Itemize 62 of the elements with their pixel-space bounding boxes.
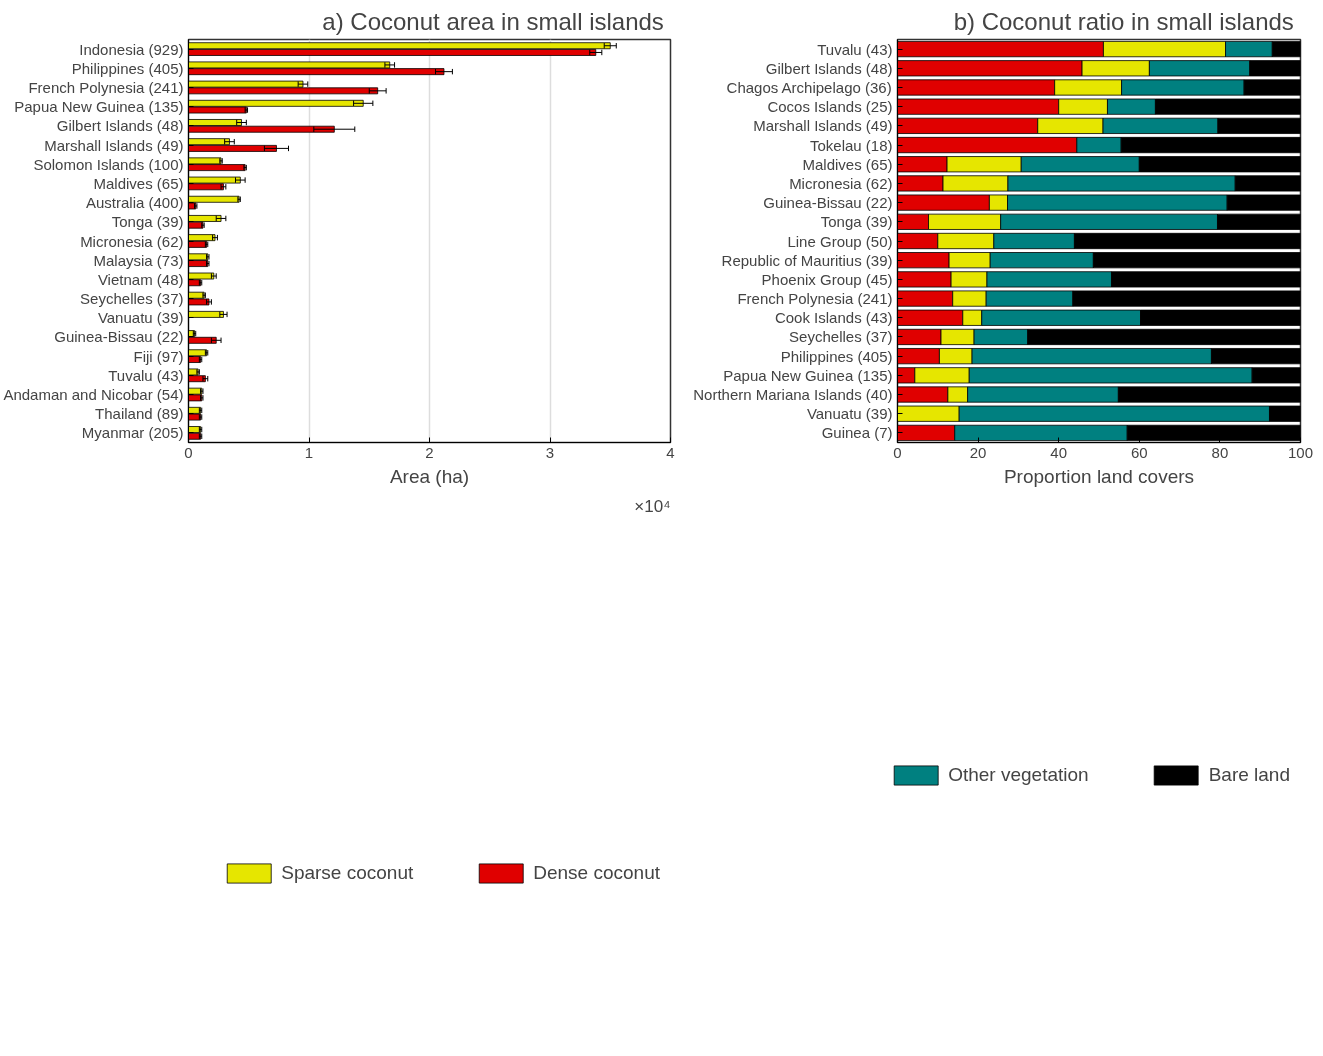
- y-tick-label: Maldives (65): [93, 174, 184, 192]
- chart-title: a) Coconut area in small islands: [322, 7, 664, 35]
- y-tick-label: Andaman and Nicobar (54): [3, 386, 184, 404]
- x-axis-title: Area (ha): [389, 465, 470, 487]
- text: ×10⁴: [634, 496, 671, 516]
- x-tick-label: 1: [304, 443, 314, 461]
- y-tick-label: Gilbert Islands (48): [765, 59, 893, 77]
- y-tick-label: Fiji (97): [133, 347, 184, 365]
- legend-label: Other vegetation: [948, 763, 1089, 786]
- y-tick-label: Tonga (39): [820, 213, 893, 231]
- y-tick-label: Vanuatu (39): [806, 405, 893, 423]
- legend-label: Sparse coconut: [281, 861, 414, 884]
- y-tick-label: Phoenix Group (45): [761, 270, 893, 288]
- y-tick-label: Gilbert Islands (48): [56, 117, 184, 135]
- y-tick-label: Tuvalu (43): [817, 40, 893, 58]
- y-tick-label: Australia (400): [85, 194, 184, 212]
- legend-label: Dense coconut: [533, 861, 660, 884]
- y-tick-label: Northern Mariana Islands (40): [693, 386, 893, 404]
- y-tick-label: Micronesia (62): [789, 174, 893, 192]
- y-tick-label: French Polynesia (241): [28, 78, 184, 96]
- x-tick-label: 0: [893, 443, 902, 461]
- y-tick-label: Vanuatu (39): [97, 309, 184, 327]
- y-tick-label: Solomon Islands (100): [33, 155, 184, 173]
- y-tick-label: Tuvalu (43): [108, 366, 184, 384]
- y-tick-label: Guinea-Bissau (22): [763, 194, 893, 212]
- y-tick-label: Line Group (50): [787, 232, 893, 250]
- y-tick-label: Guinea (7): [821, 424, 893, 442]
- y-tick-label: Marshall Islands (49): [44, 136, 184, 154]
- x-tick-label: 100: [1287, 443, 1314, 461]
- x-tick-label: 80: [1211, 443, 1229, 461]
- y-tick-label: Philippines (405): [71, 59, 184, 77]
- x-tick-label: 4: [666, 443, 675, 461]
- y-tick-label: Micronesia (62): [80, 232, 184, 250]
- y-tick-label: Myanmar (205): [81, 424, 184, 442]
- y-tick-label: Philippines (405): [780, 347, 893, 365]
- y-tick-label: Guinea-Bissau (22): [54, 328, 184, 346]
- x-tick-label: 3: [545, 443, 555, 461]
- x-tick-label: 2: [425, 443, 434, 461]
- y-tick-label: Papua New Guinea (135): [14, 98, 184, 116]
- y-tick-label: Malaysia (73): [93, 251, 184, 269]
- x-tick-label: 20: [969, 443, 987, 461]
- y-tick-label: Seychelles (37): [789, 328, 893, 346]
- y-tick-label: Seychelles (37): [80, 290, 184, 308]
- y-tick-label: Vietnam (48): [97, 270, 184, 288]
- y-tick-label: Republic of Mauritius (39): [721, 251, 893, 269]
- y-tick-label: Cook Islands (43): [774, 309, 893, 327]
- y-tick-label: French Polynesia (241): [737, 290, 893, 308]
- chart-title: b) Coconut ratio in small islands: [953, 7, 1294, 35]
- legend-label: Bare land: [1208, 763, 1290, 786]
- y-tick-label: Chagos Archipelago (36): [726, 78, 892, 96]
- y-tick-label: Tonga (39): [111, 213, 184, 231]
- y-tick-label: Papua New Guinea (135): [723, 366, 893, 384]
- y-tick-label: Cocos Islands (25): [767, 98, 893, 116]
- y-tick-label: Tokelau (18): [809, 136, 893, 154]
- y-tick-label: Indonesia (929): [79, 40, 184, 58]
- x-tick-label: 60: [1130, 443, 1148, 461]
- y-tick-label: Maldives (65): [802, 155, 893, 173]
- y-tick-label: Marshall Islands (49): [753, 117, 893, 135]
- x-tick-label: 0: [184, 443, 193, 461]
- x-axis-title: Proportion land covers: [1003, 465, 1195, 487]
- x-tick-label: 40: [1050, 443, 1068, 461]
- y-tick-label: Thailand (89): [95, 405, 184, 423]
